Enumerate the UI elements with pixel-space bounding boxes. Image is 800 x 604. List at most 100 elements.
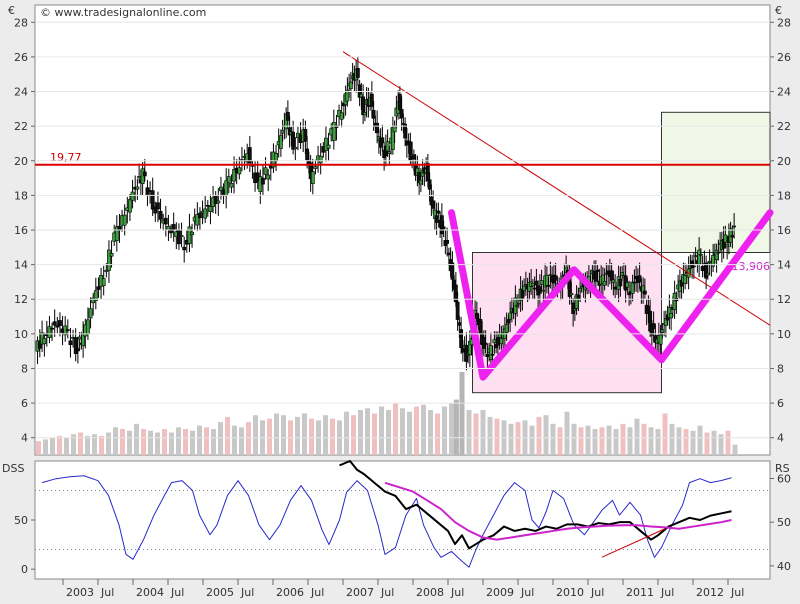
volume-bar <box>155 432 160 455</box>
candle-body <box>77 336 82 340</box>
candle-body <box>324 137 328 151</box>
candle-body <box>408 141 413 161</box>
candle-body <box>522 285 527 291</box>
indicator-series: 0 50 40 50 60 <box>14 460 791 576</box>
candle-body <box>595 269 600 272</box>
candle-body <box>499 338 504 345</box>
volume-bar <box>351 415 356 455</box>
volume-bar <box>414 406 419 455</box>
volume-bar <box>323 415 328 455</box>
candle-body <box>693 255 698 257</box>
candle-body <box>198 212 202 219</box>
candle-body <box>86 319 90 335</box>
candle-body <box>280 130 285 134</box>
candle-body <box>490 353 495 356</box>
candle-body <box>247 147 252 164</box>
candle-body <box>128 199 132 213</box>
candle-body <box>632 281 637 284</box>
x-tick-label-year: 2006 <box>276 586 304 599</box>
candle-body <box>135 186 140 190</box>
candle-body <box>163 217 168 225</box>
time-axis: 2003 Jul 2004 Jul 2005 Jul 2006 Jul 2007 Jul 2008 J… <box>62 579 744 599</box>
candle-body <box>305 148 310 161</box>
volume-bar <box>253 415 258 455</box>
volume-bar <box>162 429 167 455</box>
trend-line <box>342 51 771 326</box>
candle-body <box>158 210 163 220</box>
x-tick-label-year: 2008 <box>416 586 444 599</box>
x-tick-label-month: Jul <box>100 586 114 599</box>
candle-body <box>187 226 192 244</box>
candle-body <box>308 162 313 180</box>
candle-body <box>630 281 635 294</box>
candle-body <box>274 152 278 161</box>
candle-body <box>88 308 93 319</box>
x-tick-label-month: Jul <box>380 586 394 599</box>
candle-body <box>107 249 111 271</box>
y-tick-label-left: 4 <box>21 432 28 445</box>
price-axes: 4 4 6 6 8 8 10 10 12 12 14 14 16 16 18 18 20 20 22 22 24 24 26… <box>14 16 791 444</box>
volume-bar <box>578 427 584 455</box>
candle-body <box>576 294 581 299</box>
volume-bar <box>295 416 300 455</box>
candle-body <box>530 283 535 287</box>
y-tick-label-right: 6 <box>777 397 784 410</box>
y-tick-label-left: 20 <box>14 155 28 168</box>
y-tick-label-right: 8 <box>777 362 784 375</box>
candle-body <box>446 252 451 256</box>
volume-bar <box>442 406 447 455</box>
candle-body <box>50 327 54 330</box>
candle-body <box>237 167 242 175</box>
candle-body <box>285 111 290 121</box>
candle-body <box>672 292 677 310</box>
currency-label-left: € <box>8 4 15 17</box>
candle-body <box>504 324 509 333</box>
candle-body <box>278 135 283 149</box>
candle-body <box>572 308 577 311</box>
volume-bar <box>36 441 41 455</box>
candle-body <box>263 167 268 175</box>
candle-body <box>658 334 663 345</box>
candle-body <box>459 329 464 348</box>
volume-bar <box>536 416 542 455</box>
candle-body <box>669 313 674 319</box>
y-tick-label-left: 12 <box>14 293 28 306</box>
x-tick-label-year: 2009 <box>486 586 514 599</box>
candle-body <box>714 249 719 261</box>
candle-body <box>483 342 488 345</box>
x-tick-label-month: Jul <box>660 586 674 599</box>
volume-bar <box>267 418 272 455</box>
volume-bar <box>246 422 251 455</box>
y-tick-label-right: 26 <box>777 51 791 64</box>
volume-bar <box>43 439 48 455</box>
candle-body <box>387 151 392 154</box>
candle-body <box>515 304 520 307</box>
volume-bar <box>92 434 97 455</box>
candle-body <box>611 279 616 283</box>
candle-body <box>732 225 737 228</box>
candle-body <box>418 179 423 185</box>
x-tick-label-year: 2011 <box>626 586 654 599</box>
candle-body <box>68 340 73 345</box>
indicator-panel <box>34 460 771 580</box>
volume-bar <box>106 432 111 455</box>
candle-body <box>520 289 525 299</box>
candle-body <box>195 214 200 226</box>
candle-body <box>142 171 147 177</box>
dss-label: DSS <box>2 462 24 475</box>
volume-bar <box>344 411 349 455</box>
volume-bar <box>407 411 412 455</box>
y-tick-label-left: 22 <box>14 120 28 133</box>
volume-bar <box>176 427 181 455</box>
y-tick-label-right: 14 <box>777 259 791 272</box>
x-tick-label-month: Jul <box>730 586 744 599</box>
candle-body <box>114 226 119 241</box>
y-tick-label-right: 4 <box>777 432 784 445</box>
candle-body <box>65 329 70 331</box>
rs-trend-line <box>601 528 666 558</box>
candle-body <box>371 110 376 119</box>
candle-body <box>497 333 502 338</box>
x-tick-label-year: 2004 <box>136 586 164 599</box>
candle-body <box>434 215 439 223</box>
